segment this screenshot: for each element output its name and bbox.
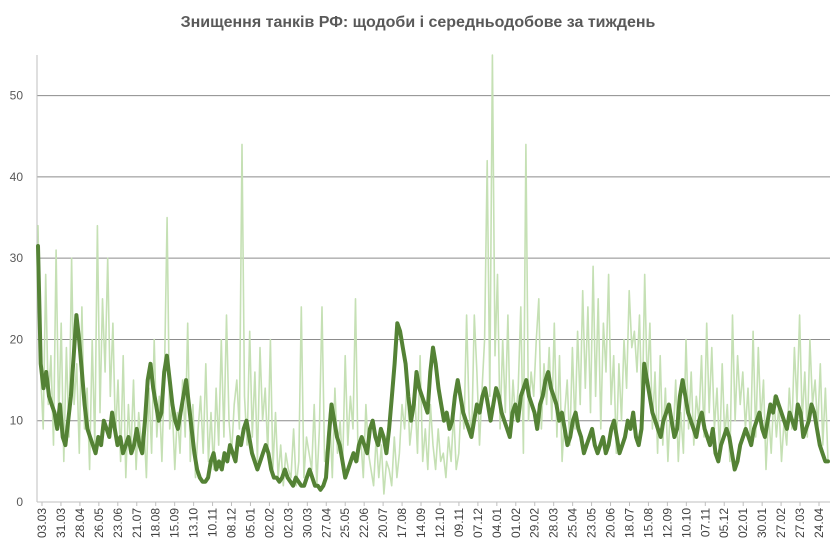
- x-tick-label: 08.12: [225, 508, 239, 538]
- weekly-average-series-line: [36, 244, 830, 492]
- x-tick-label: 14.09: [414, 508, 428, 538]
- x-tick-label: 02.01: [736, 508, 750, 538]
- x-tick-label: 28.03: [547, 508, 561, 538]
- y-tick-label: 40: [10, 170, 24, 184]
- x-tick-label: 21.07: [130, 508, 144, 538]
- x-tick-label: 02.02: [262, 508, 276, 538]
- x-tick-label: 18.07: [622, 508, 636, 538]
- daily-series-line: [37, 54, 829, 495]
- series-lines: [36, 54, 830, 495]
- y-tick-label: 10: [10, 414, 24, 428]
- x-axis: 03.03 31.03 28.04 26.05 23.06 21.07 18.08 15.09…: [35, 55, 830, 538]
- x-tick-label: 17.08: [395, 508, 409, 538]
- x-tick-label: 23.06: [111, 508, 125, 538]
- x-tick-label: 28.04: [73, 508, 87, 538]
- x-tick-label: 09.11: [452, 508, 466, 537]
- x-tick-label: 31.03: [54, 508, 68, 538]
- x-tick-label: 12.09: [660, 508, 674, 538]
- x-tick-label: 13.10: [187, 508, 201, 538]
- x-tick-label: 20.06: [604, 508, 618, 538]
- y-tick-label: 0: [16, 495, 23, 509]
- x-tick-label: 23.05: [585, 508, 599, 538]
- x-tick-label: 20.07: [376, 508, 390, 538]
- x-tick-label: 10.11: [206, 508, 220, 537]
- y-tick-label: 30: [10, 251, 24, 265]
- x-tick-label: 15.08: [641, 508, 655, 538]
- x-tick-label: 29.02: [528, 508, 542, 538]
- x-tick-label: 30.01: [755, 508, 769, 538]
- x-tick-label: 01.02: [509, 508, 523, 538]
- x-tick-label: 07.11: [698, 508, 712, 537]
- x-tick-label: 24.04: [812, 508, 826, 538]
- x-tick-label: 04.01: [490, 508, 504, 538]
- x-tick-label: 18.08: [149, 508, 163, 538]
- x-tick-label: 05.12: [717, 508, 731, 538]
- x-tick-label: 27.03: [793, 508, 807, 538]
- x-tick-label: 27.04: [319, 508, 333, 538]
- x-tick-label: 15.09: [168, 508, 182, 538]
- x-tick-label: 27.02: [774, 508, 788, 538]
- x-tick-label: 12.10: [433, 508, 447, 538]
- x-tick-label: 22.06: [357, 508, 371, 538]
- x-tick-label: 10.10: [679, 508, 693, 538]
- x-tick-label: 30.03: [300, 508, 314, 538]
- x-tick-label: 07.12: [471, 508, 485, 538]
- chart-title: Знищення танків РФ: щодоби і середньодоб…: [180, 14, 656, 31]
- x-tick-label: 02.03: [281, 508, 295, 538]
- x-tick-label: 03.03: [35, 508, 49, 538]
- y-tick-label: 50: [10, 89, 24, 103]
- x-tick-label: 26.05: [92, 508, 106, 538]
- x-tick-label: 05.01: [243, 508, 257, 538]
- y-tick-label: 20: [10, 332, 24, 346]
- x-tick-label: 25.05: [338, 508, 352, 538]
- x-tick-label: 25.04: [566, 508, 580, 538]
- y-axis-tick-labels: 0 10 20 30 40 50: [10, 89, 24, 509]
